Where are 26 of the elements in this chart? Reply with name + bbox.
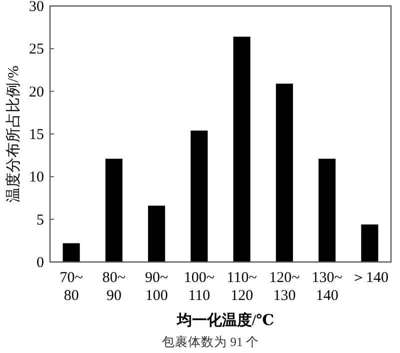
x-axis-title: 均一化温度/℃	[176, 311, 274, 329]
y-tick-label: 20	[29, 84, 44, 100]
x-tick-label: 120~130	[269, 270, 300, 304]
y-axis-title: 温度分布所占比例/%	[5, 66, 22, 202]
y-tick-label: 0	[36, 255, 44, 271]
bar	[276, 84, 293, 262]
y-tick-label: 15	[29, 127, 44, 143]
bar	[62, 243, 80, 262]
x-tick-label: 100~110	[184, 270, 214, 304]
x-tick-label: 80~90	[102, 270, 126, 304]
y-tick-label: 30	[29, 0, 44, 15]
bar	[190, 130, 208, 262]
bar	[105, 158, 122, 262]
y-tick-label: 5	[36, 212, 44, 228]
x-tick-label: 70~80	[60, 270, 83, 304]
x-tick-label: 110~120	[226, 270, 257, 304]
bar	[148, 206, 166, 262]
bar	[361, 224, 378, 262]
y-tick-label: 10	[29, 170, 44, 186]
text: 包裹体数为 91 个	[162, 334, 259, 349]
x-tick-label: ＞140	[350, 270, 388, 286]
x-tick-label: 90~100	[145, 270, 168, 304]
bar	[233, 36, 250, 262]
x-tick-label: 130~140	[312, 270, 342, 304]
bar	[318, 158, 336, 262]
y-tick-label: 25	[29, 42, 44, 58]
